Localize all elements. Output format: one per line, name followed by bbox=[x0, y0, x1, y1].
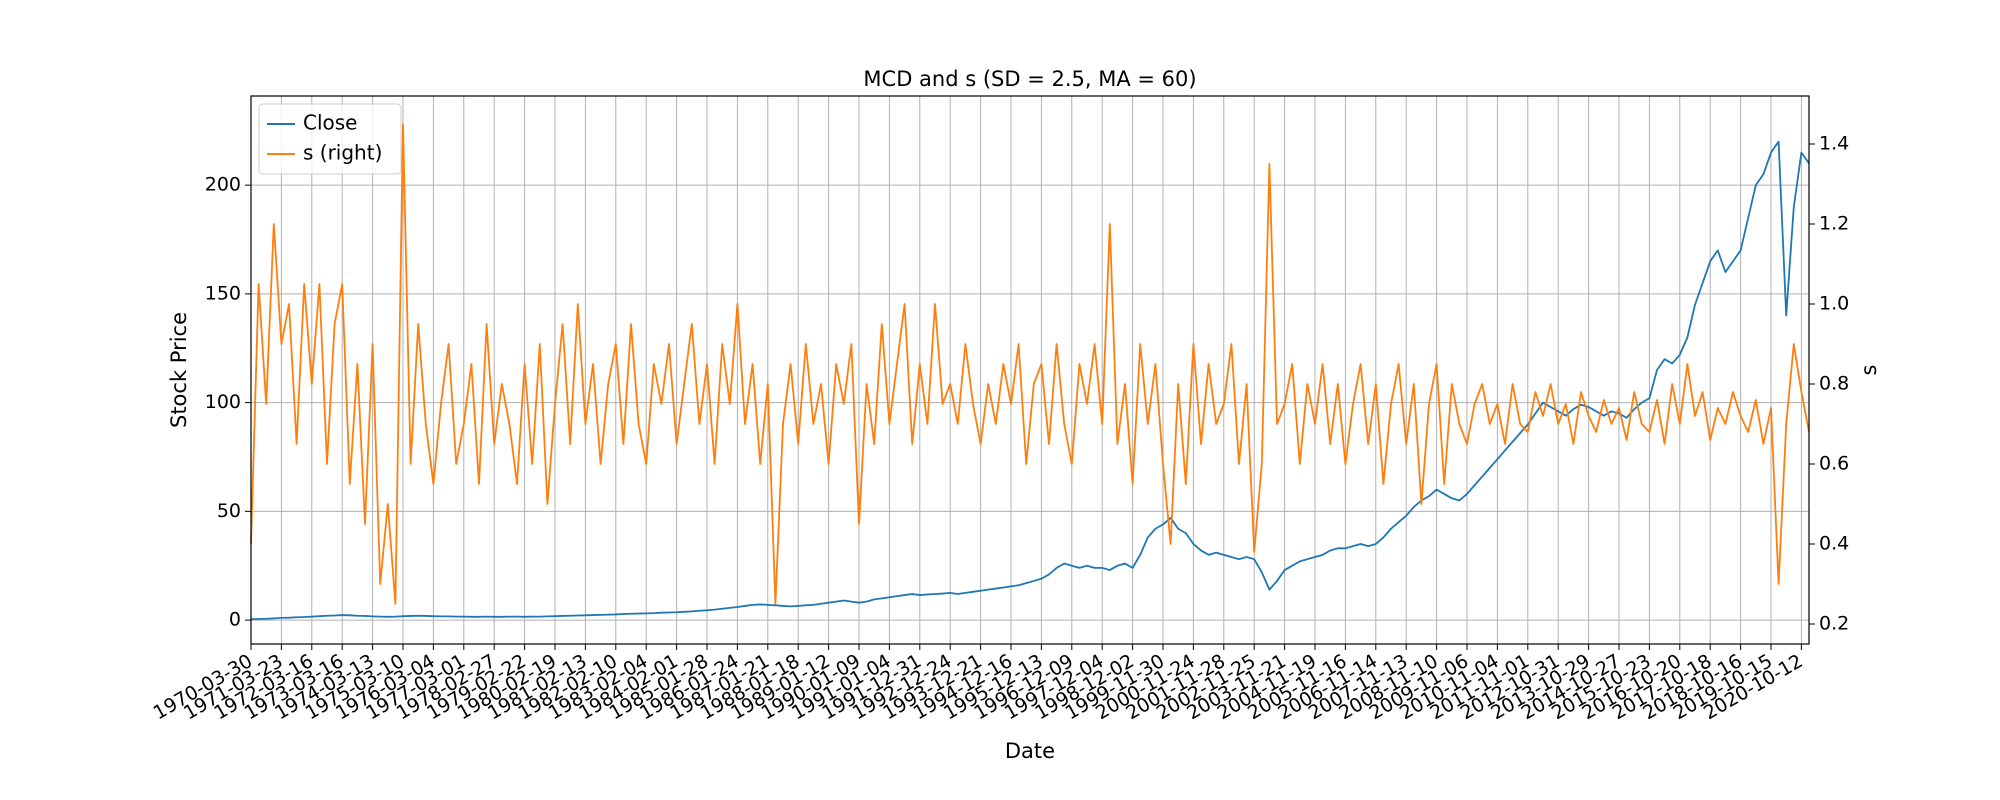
y-tick-label: 0 bbox=[229, 609, 241, 631]
y2-tick-label: 0.6 bbox=[1819, 453, 1849, 475]
y-tick-label: 50 bbox=[217, 500, 241, 522]
y-axis-label: Stock Price bbox=[167, 312, 191, 428]
y2-tick-label: 0.2 bbox=[1819, 613, 1849, 635]
y2-tick-label: 1.4 bbox=[1819, 133, 1849, 155]
legend-label: Close bbox=[303, 111, 357, 135]
x-axis-label: Date bbox=[1005, 739, 1055, 763]
y-tick-label: 200 bbox=[205, 174, 241, 196]
series-line bbox=[250, 123, 1810, 605]
y-tick-label: 100 bbox=[205, 391, 241, 413]
y2-axis-label: s bbox=[1857, 365, 1881, 376]
y2-tick-label: 1.0 bbox=[1819, 293, 1849, 315]
legend-box bbox=[258, 103, 402, 175]
legend-label: s (right) bbox=[303, 141, 382, 165]
y2-tick-label: 0.4 bbox=[1819, 533, 1849, 555]
plot-frame bbox=[250, 95, 1810, 645]
y2-tick-label: 1.2 bbox=[1819, 213, 1849, 235]
series-line bbox=[250, 140, 1810, 621]
chart-title: MCD and s (SD = 2.5, MA = 60) bbox=[863, 67, 1196, 91]
y-tick-label: 150 bbox=[205, 282, 241, 304]
y2-tick-label: 0.8 bbox=[1819, 373, 1849, 395]
